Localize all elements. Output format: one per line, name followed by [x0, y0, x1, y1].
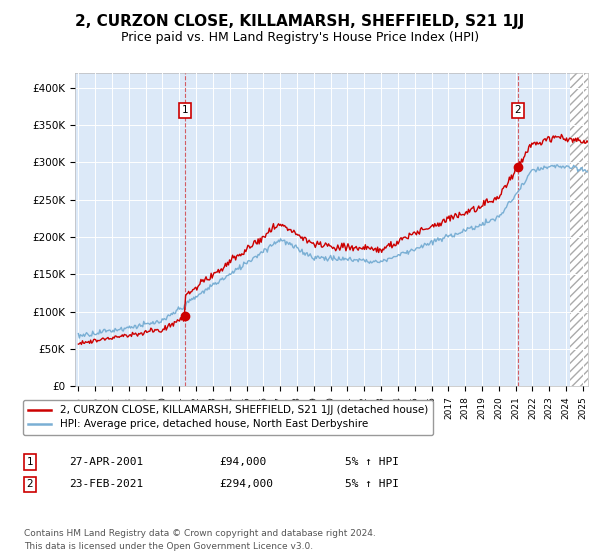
Text: £94,000: £94,000	[219, 457, 266, 467]
Text: 5% ↑ HPI: 5% ↑ HPI	[345, 457, 399, 467]
Text: 2: 2	[514, 105, 521, 115]
Text: Contains HM Land Registry data © Crown copyright and database right 2024.
This d: Contains HM Land Registry data © Crown c…	[24, 529, 376, 550]
Text: 1: 1	[181, 105, 188, 115]
Text: 27-APR-2001: 27-APR-2001	[69, 457, 143, 467]
Bar	[571, 73, 596, 386]
Text: 1: 1	[26, 457, 34, 467]
Text: 2: 2	[26, 479, 34, 489]
Text: Price paid vs. HM Land Registry's House Price Index (HPI): Price paid vs. HM Land Registry's House …	[121, 31, 479, 44]
Text: 23-FEB-2021: 23-FEB-2021	[69, 479, 143, 489]
Legend: 2, CURZON CLOSE, KILLAMARSH, SHEFFIELD, S21 1JJ (detached house), HPI: Average p: 2, CURZON CLOSE, KILLAMARSH, SHEFFIELD, …	[23, 400, 433, 435]
Text: 5% ↑ HPI: 5% ↑ HPI	[345, 479, 399, 489]
Bar	[571, 73, 596, 386]
Text: £294,000: £294,000	[219, 479, 273, 489]
Text: 2, CURZON CLOSE, KILLAMARSH, SHEFFIELD, S21 1JJ: 2, CURZON CLOSE, KILLAMARSH, SHEFFIELD, …	[76, 14, 524, 29]
